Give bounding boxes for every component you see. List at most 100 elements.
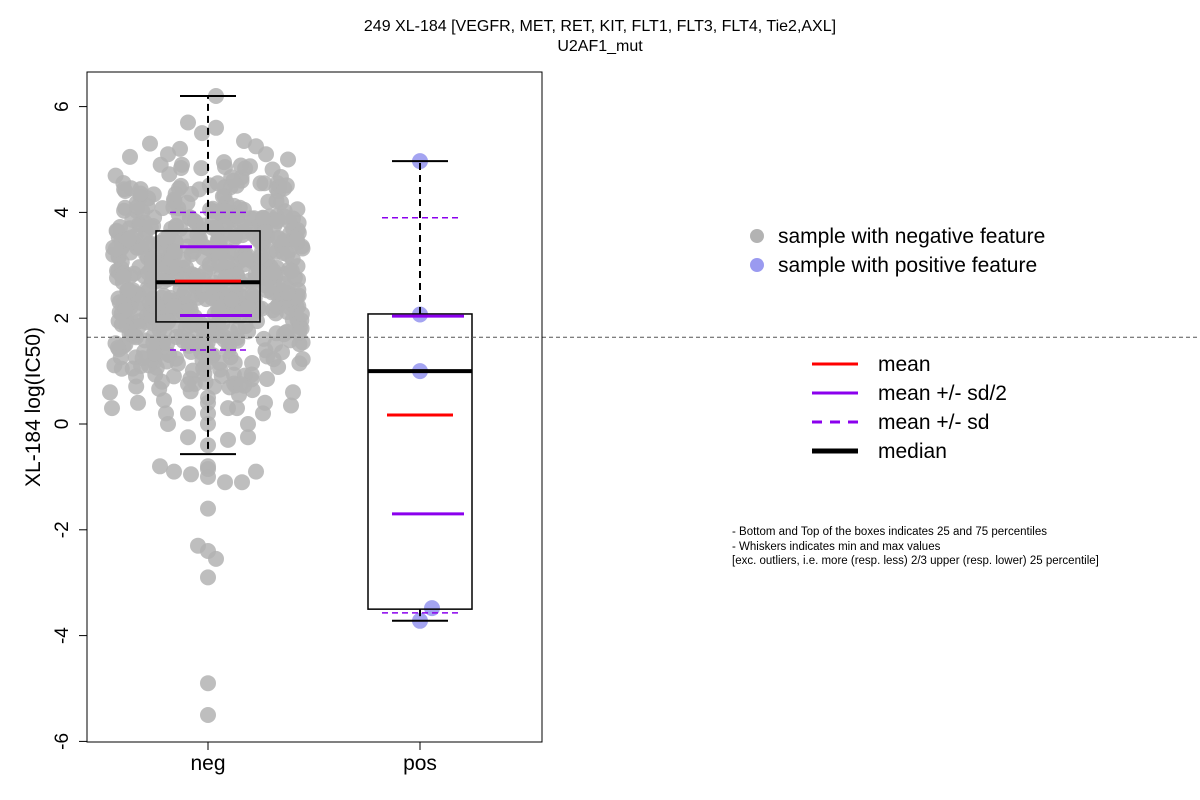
neg-point — [268, 193, 285, 210]
neg-point — [200, 500, 216, 517]
legend-point-label: sample with negative feature — [778, 225, 1045, 248]
neg-point — [293, 306, 310, 322]
neg-point — [128, 368, 144, 385]
box-pos — [367, 313, 473, 610]
note-line-2: - Whiskers indicates min and max values — [732, 541, 941, 553]
neg-point — [152, 458, 168, 475]
neg-point — [154, 373, 170, 390]
neg-point — [280, 151, 296, 168]
neg-point — [232, 157, 249, 174]
neg-point — [248, 463, 264, 480]
neg-point — [247, 271, 264, 288]
neg-point — [231, 386, 247, 403]
neg-point — [255, 405, 271, 422]
box-neg — [155, 230, 261, 323]
neg-point — [191, 181, 208, 198]
x-tick-label: pos — [403, 752, 437, 775]
neg-point — [102, 384, 118, 401]
neg-point — [240, 416, 256, 432]
legend-line-label: mean — [878, 353, 931, 376]
neg-point — [142, 135, 158, 152]
neg-point — [291, 324, 307, 341]
neg-point — [167, 219, 184, 235]
neg-point — [279, 304, 296, 320]
neg-point — [167, 185, 184, 202]
neg-point — [200, 675, 216, 692]
neg-point — [145, 334, 162, 351]
neg-point — [180, 405, 196, 422]
neg-point — [288, 231, 305, 247]
neg-point — [115, 268, 132, 285]
neg-point — [166, 243, 183, 260]
neg-point — [165, 298, 182, 314]
neg-point — [291, 355, 308, 372]
neg-point — [259, 348, 276, 365]
neg-point — [253, 300, 270, 317]
neg-point — [244, 355, 261, 371]
neg-point — [270, 359, 287, 375]
neg-point — [196, 365, 213, 382]
neg-point — [240, 323, 257, 340]
neg-point — [279, 323, 295, 340]
neg-point — [211, 254, 228, 271]
neg-point — [116, 181, 133, 198]
neg-point — [160, 146, 176, 163]
neg-point — [180, 376, 196, 393]
neg-point — [226, 354, 243, 371]
neg-point — [252, 175, 269, 192]
neg-point — [186, 330, 202, 347]
neg-point — [165, 368, 182, 385]
neg-point — [236, 133, 252, 149]
neg-point — [240, 429, 256, 446]
neg-point — [159, 335, 176, 352]
plot-frame — [86, 71, 543, 743]
legend-point-marker — [750, 229, 764, 243]
y-tick-label: -4 — [52, 627, 73, 644]
neg-point — [121, 282, 137, 299]
neg-point — [229, 208, 246, 225]
legend-line-label: median — [878, 440, 947, 463]
neg-point — [234, 474, 250, 491]
neg-point — [156, 392, 172, 409]
neg-point — [180, 429, 196, 446]
neg-point — [258, 146, 274, 163]
neg-point — [122, 148, 138, 165]
neg-point — [144, 256, 160, 273]
neg-point — [222, 323, 239, 340]
neg-point — [216, 203, 233, 220]
x-tick-label: neg — [190, 752, 225, 775]
neg-point — [265, 265, 282, 281]
neg-point — [259, 371, 275, 387]
neg-point — [174, 156, 190, 173]
neg-point — [200, 569, 216, 586]
note-line-3: [exc. outliers, i.e. more (resp. less) 2… — [732, 555, 1099, 567]
note-line-1: - Bottom and Top of the boxes indicates … — [732, 526, 1047, 538]
neg-point — [207, 219, 224, 236]
neg-point — [193, 160, 210, 177]
neg-point — [217, 474, 233, 491]
neg-point — [227, 228, 244, 245]
neg-point — [144, 290, 161, 307]
neg-point — [200, 543, 216, 559]
neg-point — [107, 167, 124, 184]
neg-point — [255, 210, 272, 227]
neg-point — [228, 177, 245, 194]
y-tick-label: 6 — [52, 101, 73, 112]
neg-point — [216, 154, 232, 171]
legend-point-marker — [750, 258, 764, 272]
neg-point — [117, 199, 134, 216]
neg-point — [278, 177, 295, 194]
neg-point — [209, 175, 226, 192]
y-tick-label: -6 — [52, 733, 73, 750]
neg-point — [107, 241, 124, 258]
pos-point — [424, 600, 440, 617]
neg-point — [220, 400, 236, 417]
neg-point — [195, 250, 212, 266]
neg-point — [213, 368, 230, 385]
neg-point — [110, 313, 127, 329]
neg-point — [208, 119, 224, 136]
legend-line-label: mean +/- sd/2 — [878, 382, 1007, 405]
neg-point — [145, 186, 162, 203]
neg-point — [104, 400, 120, 417]
neg-point — [210, 300, 227, 316]
